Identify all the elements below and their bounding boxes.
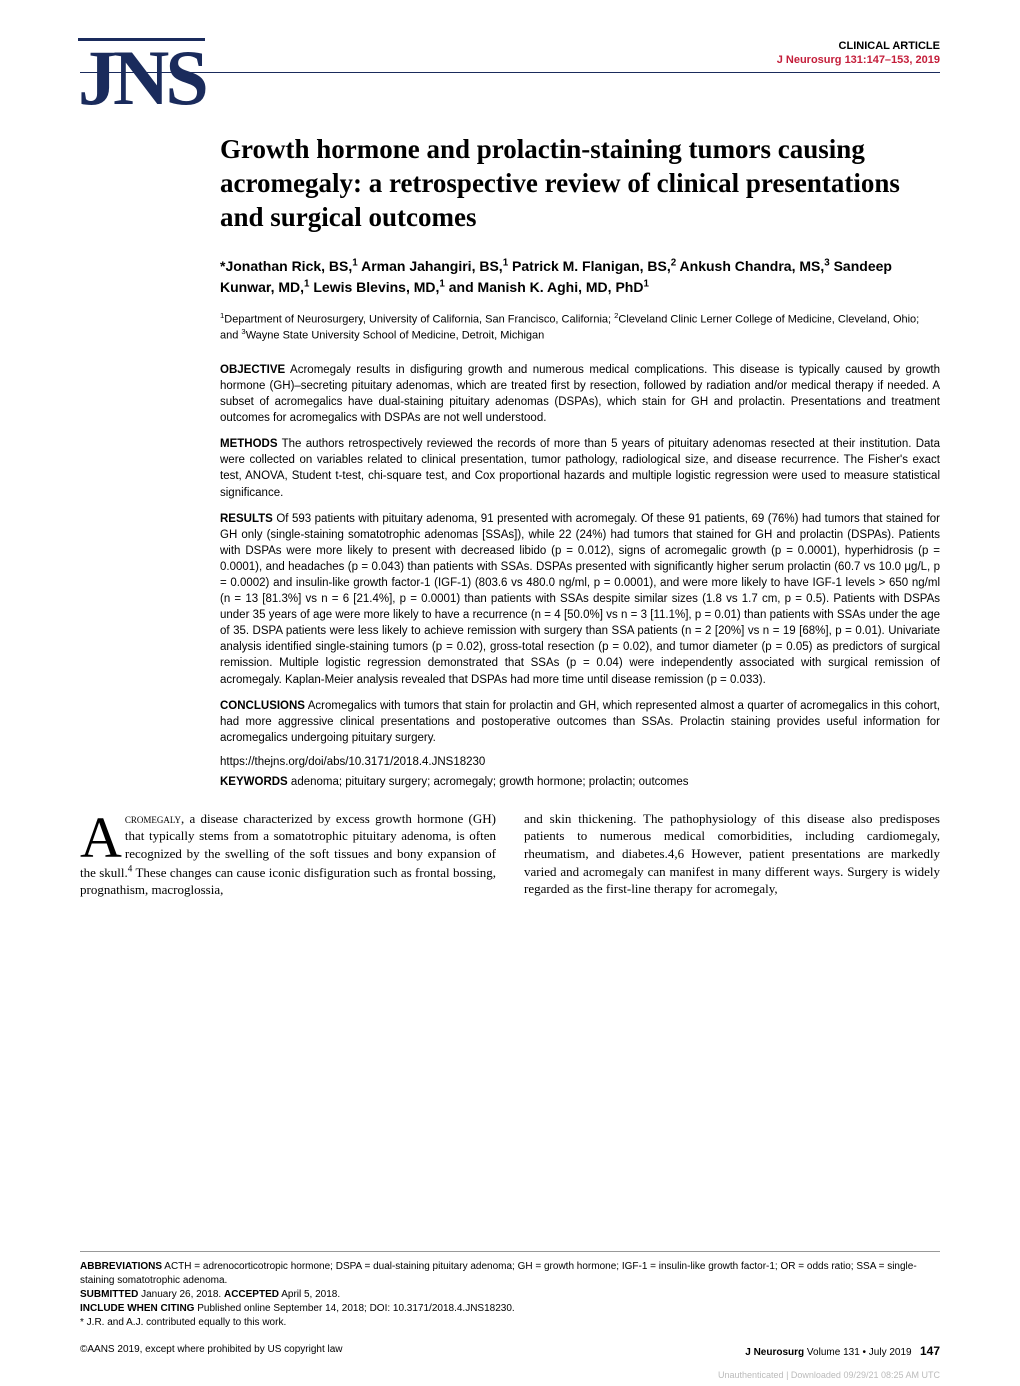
accepted-label: ACCEPTED (224, 1289, 279, 1300)
keywords: KEYWORDS adenoma; pituitary surgery; acr… (220, 776, 940, 788)
journal-logo: JNS (78, 38, 205, 113)
body-column-left: Acromegaly, a disease characterized by e… (80, 810, 496, 899)
download-watermark: Unauthenticated | Downloaded 09/29/21 08… (718, 1370, 940, 1380)
submitted-label: SUBMITTED (80, 1289, 138, 1300)
keywords-label: KEYWORDS (220, 776, 288, 788)
article-title: Growth hormone and prolactin-staining tu… (220, 133, 940, 234)
journal-reference: J Neurosurg 131:147–153, 2019 (80, 54, 940, 66)
doi-link[interactable]: https://thejns.org/doi/abs/10.3171/2018.… (220, 756, 940, 768)
footer-metadata: ABBREVIATIONS ACTH = adrenocorticotropic… (80, 1251, 940, 1330)
header-meta: CLINICAL ARTICLE J Neurosurg 131:147–153… (80, 40, 940, 66)
header: JNS CLINICAL ARTICLE J Neurosurg 131:147… (0, 0, 1020, 83)
body-column-right: and skin thickening. The pathophysiology… (524, 810, 940, 899)
body-col1-text: cromegaly, a disease characterized by ex… (80, 811, 496, 898)
dates-line: SUBMITTED January 26, 2018. ACCEPTED Apr… (80, 1288, 940, 1302)
dropcap: A (80, 810, 125, 862)
page-footer: ©AANS 2019, except where prohibited by U… (80, 1344, 940, 1358)
page-number: 147 (920, 1344, 940, 1358)
affiliations: 1Department of Neurosurgery, University … (220, 311, 940, 344)
contribution-note: * J.R. and A.J. contributed equally to t… (80, 1316, 940, 1330)
include-text: Published online September 14, 2018; DOI… (194, 1303, 514, 1314)
results-text: Of 593 patients with pituitary adenoma, … (220, 513, 940, 686)
conclusions-text: Acromegalics with tumors that stain for … (220, 700, 940, 744)
abbrev-label: ABBREVIATIONS (80, 1261, 162, 1272)
page-footer-right: J Neurosurg Volume 131 • July 2019 147 (745, 1344, 940, 1358)
body-text: Acromegaly, a disease characterized by e… (0, 810, 1020, 899)
include-label: INCLUDE WHEN CITING (80, 1303, 194, 1314)
article-type: CLINICAL ARTICLE (80, 40, 940, 52)
accepted-text: April 5, 2018. (279, 1289, 340, 1300)
objective-text: Acromegaly results in disfiguring growth… (220, 364, 940, 424)
copyright: ©AANS 2019, except where prohibited by U… (80, 1344, 343, 1358)
main-content: Growth hormone and prolactin-staining tu… (0, 83, 1020, 788)
journal-name: J Neurosurg (745, 1347, 804, 1358)
abstract-conclusions: CONCLUSIONS Acromegalics with tumors tha… (220, 698, 940, 746)
abstract-results: RESULTS Of 593 patients with pituitary a… (220, 511, 940, 688)
abstract-objective: OBJECTIVE Acromegaly results in disfigur… (220, 362, 940, 426)
objective-label: OBJECTIVE (220, 364, 285, 376)
abbreviations-line: ABBREVIATIONS ACTH = adrenocorticotropic… (80, 1260, 940, 1288)
abbrev-text: ACTH = adrenocorticotropic hormone; DSPA… (80, 1261, 917, 1286)
methods-text: The authors retrospectively reviewed the… (220, 438, 940, 498)
submitted-text: January 26, 2018. (138, 1289, 224, 1300)
issue-info: Volume 131 • July 2019 (804, 1347, 911, 1358)
header-rule (80, 72, 940, 73)
results-label: RESULTS (220, 513, 273, 525)
author-list: *Jonathan Rick, BS,1 Arman Jahangiri, BS… (220, 256, 940, 297)
conclusions-label: CONCLUSIONS (220, 700, 305, 712)
abstract-methods: METHODS The authors retrospectively revi… (220, 436, 940, 500)
citing-line: INCLUDE WHEN CITING Published online Sep… (80, 1302, 940, 1316)
keywords-text: adenoma; pituitary surgery; acromegaly; … (288, 776, 689, 788)
methods-label: METHODS (220, 438, 278, 450)
